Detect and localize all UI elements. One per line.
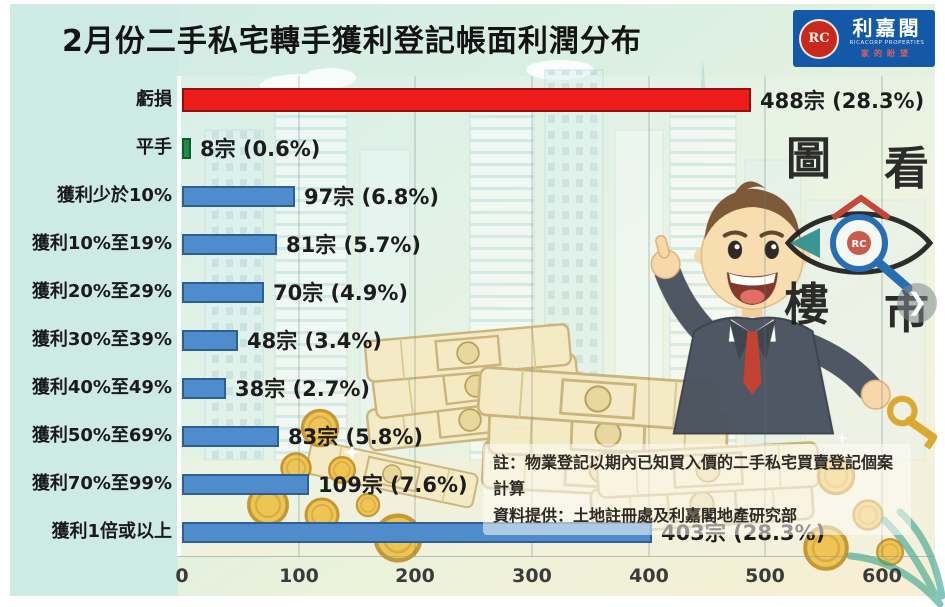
chevron-right-icon: ❯: [906, 289, 928, 316]
chart-note: 註：物業登記以期內已知買入價的二手私宅買賣登記個案計算 資料提供：土地註冊處及利…: [483, 444, 911, 536]
bar-獲利40%至49%: [182, 377, 226, 399]
x-tick-600: 600: [862, 565, 902, 587]
category-label: 獲利少於10%: [56, 185, 172, 206]
value-label: 81宗 (5.7%): [286, 233, 421, 257]
x-axis-line: [177, 556, 935, 557]
x-tick-200: 200: [395, 565, 435, 587]
category-label: 獲利50%至69%: [31, 425, 172, 446]
category-label: 獲利70%至99%: [31, 473, 172, 494]
category-label: 平手: [136, 137, 172, 158]
bar-row: 獲利10%至19% 81宗 (5.7%): [0, 220, 945, 268]
bar-row: 平手 8宗 (0.6%): [0, 124, 945, 172]
x-tick-100: 100: [279, 565, 319, 587]
value-label: 38宗 (2.7%): [235, 377, 370, 401]
ricacorp-logo: RC 利嘉閣 RICACORP PROPERTIES 家的盼望: [793, 10, 935, 67]
logo-tagline: 家的盼望: [861, 49, 913, 58]
value-label: 488宗 (28.3%): [760, 89, 925, 113]
logo-subtitle: RICACORP PROPERTIES: [849, 40, 925, 46]
note-line-2: 資料提供：土地註冊處及利嘉閣地產研究部: [493, 505, 798, 525]
bar-row: 獲利20%至29% 70宗 (4.9%): [0, 268, 945, 316]
value-label: 48宗 (3.4%): [247, 329, 382, 353]
ricacorp-seal-icon: RC: [799, 18, 839, 59]
bar-獲利30%至39%: [182, 329, 238, 351]
note-line-1: 註：物業登記以期內已知買入價的二手私宅買賣登記個案計算: [493, 453, 894, 499]
bar-獲利50%至69%: [182, 425, 279, 447]
bar-row: 虧損 488宗 (28.3%): [0, 76, 945, 124]
bar-row: 獲利30%至39% 48宗 (3.4%): [0, 316, 945, 364]
bar-平手: [182, 137, 191, 159]
logo-name: 利嘉閣: [852, 16, 922, 40]
value-label: 83宗 (5.8%): [288, 425, 423, 449]
category-label: 獲利30%至39%: [31, 329, 172, 350]
bar-獲利20%至29%: [182, 281, 264, 303]
bar-獲利70%至99%: [182, 473, 309, 495]
x-tick-400: 400: [629, 565, 669, 587]
category-label: 虧損: [136, 89, 172, 110]
bar-獲利10%至19%: [182, 233, 277, 255]
category-label: 獲利1倍或以上: [51, 521, 172, 542]
value-label: 8宗 (0.6%): [200, 137, 321, 161]
value-label: 109宗 (7.6%): [318, 473, 468, 497]
next-arrow-button[interactable]: ❯: [897, 283, 937, 323]
category-label: 獲利40%至49%: [31, 377, 172, 398]
value-label: 70宗 (4.9%): [273, 281, 408, 305]
category-label: 獲利20%至29%: [31, 281, 172, 302]
bar-獲利少於10%: [182, 185, 295, 207]
bar-row: 獲利40%至49% 38宗 (2.7%): [0, 364, 945, 412]
category-label: 獲利10%至19%: [31, 233, 172, 254]
x-tick-300: 300: [512, 565, 552, 587]
x-tick-0: 0: [175, 565, 189, 587]
bar-row: 獲利少於10% 97宗 (6.8%): [0, 172, 945, 220]
x-tick-500: 500: [745, 565, 785, 587]
bar-虧損: [182, 88, 751, 112]
page-title: 2月份二手私宅轉手獲利登記帳面利潤分布: [62, 24, 642, 59]
value-label: 97宗 (6.8%): [304, 185, 439, 209]
